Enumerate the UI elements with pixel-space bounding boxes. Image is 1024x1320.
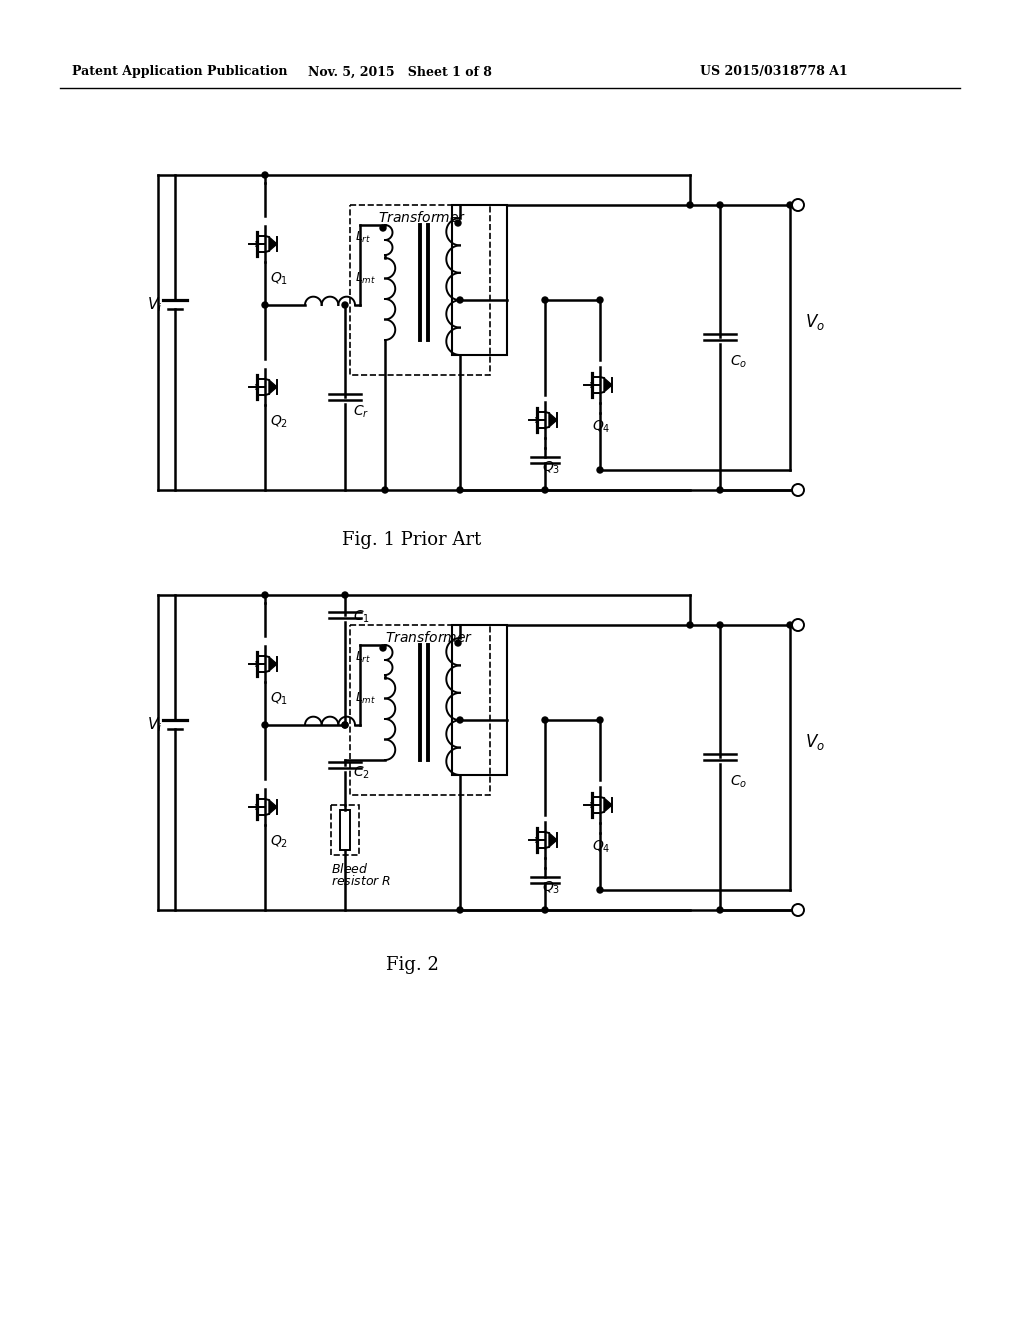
Circle shape	[342, 591, 348, 598]
Circle shape	[455, 640, 461, 645]
Circle shape	[455, 220, 461, 226]
Bar	[350, 205, 490, 375]
Circle shape	[687, 622, 693, 628]
Circle shape	[717, 202, 723, 209]
Circle shape	[597, 467, 603, 473]
Text: Fig. 2: Fig. 2	[386, 956, 438, 974]
Circle shape	[717, 487, 723, 492]
Text: $Q_2$: $Q_2$	[270, 834, 288, 850]
Circle shape	[717, 622, 723, 628]
Text: $\it{Transformer}$: $\it{Transformer}$	[378, 210, 466, 224]
Circle shape	[457, 297, 463, 304]
Circle shape	[792, 199, 804, 211]
Text: $C_2$: $C_2$	[353, 764, 370, 781]
Circle shape	[542, 487, 548, 492]
Circle shape	[262, 302, 268, 308]
Circle shape	[457, 487, 463, 492]
Text: $Q_3$: $Q_3$	[542, 880, 560, 896]
Text: $Q_1$: $Q_1$	[270, 271, 288, 288]
Text: $V_o$: $V_o$	[805, 312, 825, 333]
Text: $L_{rt}$: $L_{rt}$	[355, 230, 372, 244]
Circle shape	[342, 722, 348, 729]
Text: $C_1$: $C_1$	[353, 609, 370, 626]
Circle shape	[717, 907, 723, 913]
Circle shape	[457, 907, 463, 913]
Text: $Q_4$: $Q_4$	[592, 418, 610, 436]
Circle shape	[342, 302, 348, 308]
Polygon shape	[549, 413, 557, 426]
Text: $V_i$: $V_i$	[147, 296, 163, 314]
Text: $\it{resistor}$ $R$: $\it{resistor}$ $R$	[331, 874, 391, 888]
Text: $Q_1$: $Q_1$	[270, 690, 288, 708]
Circle shape	[457, 717, 463, 723]
Text: $L_{mt}$: $L_{mt}$	[355, 690, 376, 706]
Circle shape	[542, 297, 548, 304]
Circle shape	[792, 484, 804, 496]
Bar	[452, 624, 507, 775]
Text: $V_i$: $V_i$	[147, 715, 163, 734]
Circle shape	[792, 904, 804, 916]
Bar	[331, 805, 359, 855]
Circle shape	[262, 722, 268, 729]
Polygon shape	[269, 800, 278, 814]
Bar	[452, 205, 507, 355]
Text: $C_o$: $C_o$	[730, 354, 748, 370]
Text: $C_o$: $C_o$	[730, 774, 748, 791]
Text: $L_{mt}$: $L_{mt}$	[355, 271, 376, 285]
Text: $Q_4$: $Q_4$	[592, 838, 610, 855]
Circle shape	[597, 887, 603, 894]
Circle shape	[792, 619, 804, 631]
Circle shape	[597, 297, 603, 304]
Text: Nov. 5, 2015   Sheet 1 of 8: Nov. 5, 2015 Sheet 1 of 8	[308, 66, 492, 78]
Text: $Q_3$: $Q_3$	[542, 459, 560, 477]
Polygon shape	[269, 238, 278, 251]
Text: $L_{rt}$: $L_{rt}$	[355, 649, 372, 664]
Text: $C_r$: $C_r$	[353, 404, 370, 420]
Circle shape	[380, 645, 386, 651]
Text: US 2015/0318778 A1: US 2015/0318778 A1	[700, 66, 848, 78]
Polygon shape	[269, 657, 278, 671]
Text: Patent Application Publication: Patent Application Publication	[72, 66, 288, 78]
Circle shape	[687, 202, 693, 209]
Circle shape	[342, 722, 348, 729]
Circle shape	[787, 202, 793, 209]
Polygon shape	[604, 799, 612, 812]
Text: $V_o$: $V_o$	[805, 733, 825, 752]
Circle shape	[382, 487, 388, 492]
Polygon shape	[269, 380, 278, 393]
Circle shape	[262, 591, 268, 598]
Text: $\it{Transformer}$: $\it{Transformer}$	[385, 630, 473, 644]
Bar	[350, 624, 490, 795]
Bar	[340, 810, 350, 850]
Text: $\it{Bleed}$: $\it{Bleed}$	[331, 862, 369, 876]
Polygon shape	[604, 378, 612, 392]
Circle shape	[542, 907, 548, 913]
Circle shape	[597, 717, 603, 723]
Text: $Q_2$: $Q_2$	[270, 413, 288, 430]
Circle shape	[787, 622, 793, 628]
Circle shape	[262, 172, 268, 178]
Circle shape	[542, 717, 548, 723]
Circle shape	[380, 224, 386, 231]
Polygon shape	[549, 833, 557, 847]
Text: Fig. 1 Prior Art: Fig. 1 Prior Art	[342, 531, 481, 549]
